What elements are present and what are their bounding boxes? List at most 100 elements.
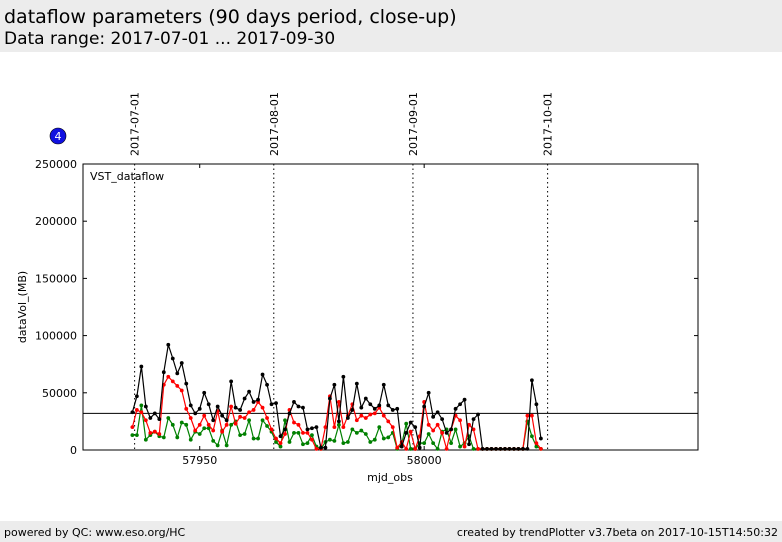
- data-point: [283, 427, 287, 432]
- data-point: [179, 420, 184, 425]
- data-point: [354, 418, 359, 423]
- data-point: [260, 418, 265, 423]
- data-point: [274, 440, 278, 444]
- data-point: [422, 404, 427, 409]
- data-point: [458, 402, 462, 407]
- data-point: [278, 441, 283, 446]
- data-point: [251, 408, 256, 412]
- data-point: [431, 441, 436, 446]
- data-point: [211, 418, 216, 423]
- data-point: [471, 417, 476, 422]
- data-point: [206, 402, 211, 407]
- data-point: [503, 446, 507, 451]
- y-tick-label: 50000: [42, 387, 77, 400]
- data-point: [197, 422, 202, 427]
- y-tick-label: 150000: [35, 272, 77, 285]
- data-point: [305, 430, 310, 435]
- data-point: [130, 410, 135, 415]
- y-tick-label: 0: [70, 444, 77, 457]
- data-point: [170, 356, 175, 361]
- data-point: [202, 413, 207, 418]
- data-point: [476, 446, 480, 451]
- data-point: [467, 442, 471, 447]
- data-point: [211, 428, 216, 433]
- data-point: [516, 446, 521, 451]
- data-point: [386, 403, 391, 408]
- data-point: [426, 422, 431, 427]
- data-point: [332, 425, 337, 430]
- data-point: [323, 425, 328, 430]
- data-point: [341, 374, 346, 379]
- data-point: [193, 411, 198, 416]
- data-point: [256, 436, 260, 441]
- data-point: [175, 384, 180, 388]
- data-point: [435, 422, 440, 427]
- dataflow-chart: 4 VST_dataflow mjd_obs dataVol_(MB) 0 500…: [16, 92, 699, 484]
- data-point: [238, 408, 243, 412]
- data-point: [184, 422, 189, 427]
- data-point: [485, 446, 489, 451]
- data-point: [350, 427, 355, 432]
- y-tick-label: 100000: [35, 330, 77, 343]
- data-point: [534, 444, 539, 449]
- data-point: [134, 394, 139, 399]
- data-point: [525, 413, 530, 418]
- data-point: [287, 440, 292, 444]
- data-point: [431, 428, 436, 433]
- data-point: [323, 445, 328, 450]
- data-point: [206, 426, 211, 431]
- data-point: [507, 446, 512, 451]
- data-point: [143, 404, 148, 409]
- data-point: [247, 389, 251, 394]
- data-point: [305, 441, 310, 446]
- data-point: [386, 435, 391, 440]
- data-point: [179, 361, 184, 365]
- data-point: [148, 430, 153, 435]
- panel-label: VST_dataflow: [90, 170, 164, 183]
- data-point: [336, 419, 341, 424]
- data-point: [310, 426, 314, 431]
- data-point: [372, 411, 377, 416]
- data-point: [224, 443, 229, 448]
- data-point: [188, 416, 193, 420]
- data-point: [211, 438, 216, 443]
- data-point: [175, 435, 180, 440]
- data-point: [292, 400, 296, 404]
- data-point: [274, 436, 278, 441]
- report-subtitle: Data range: 2017-07-01 ... 2017-09-30: [4, 29, 336, 49]
- data-point: [193, 428, 198, 433]
- data-point: [381, 436, 386, 441]
- data-point: [381, 382, 386, 387]
- data-point: [139, 364, 144, 369]
- y-axis-label: dataVol_(MB): [16, 271, 29, 343]
- data-point: [345, 440, 350, 444]
- data-point: [220, 413, 225, 418]
- data-point: [229, 379, 234, 384]
- data-point: [431, 414, 436, 419]
- data-point: [449, 441, 454, 446]
- data-point: [350, 408, 355, 412]
- data-point: [310, 433, 314, 438]
- y-tick-label: 250000: [35, 158, 77, 171]
- y-tick-label: 200000: [35, 215, 77, 228]
- data-point: [359, 413, 364, 418]
- data-point: [233, 421, 238, 426]
- data-point: [301, 430, 305, 435]
- data-point: [139, 403, 144, 408]
- x-axis-label: mjd_obs: [367, 471, 413, 484]
- data-point: [287, 411, 292, 416]
- data-point: [534, 441, 539, 446]
- data-point: [188, 437, 193, 442]
- data-point: [444, 430, 449, 435]
- data-point: [413, 425, 418, 430]
- data-point: [197, 406, 202, 411]
- data-point: [224, 422, 229, 427]
- data-point: [274, 401, 278, 405]
- date-markers: 2017-07-01 2017-08-01 2017-09-01 2017-10-01: [129, 92, 555, 450]
- data-point: [471, 446, 476, 451]
- data-point: [130, 425, 135, 430]
- data-point: [404, 421, 409, 426]
- data-point: [363, 416, 368, 420]
- data-point: [408, 420, 413, 425]
- data-point: [368, 412, 373, 417]
